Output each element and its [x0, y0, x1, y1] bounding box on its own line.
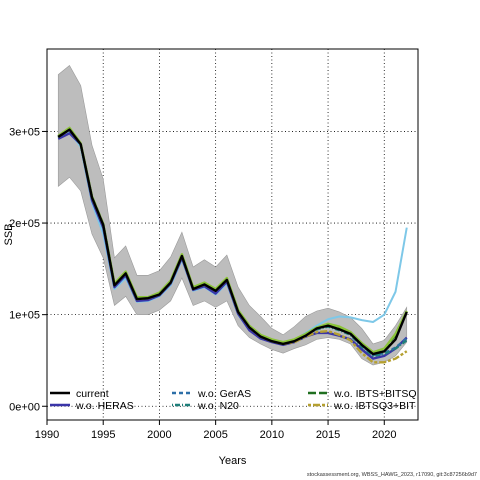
- x-tick-label: 2000: [147, 429, 171, 441]
- series-lines: [57, 126, 408, 364]
- legend-entry: w.o. HERAS: [75, 400, 134, 412]
- x-tick-label: 1990: [35, 429, 59, 441]
- confidence-band-area: [57, 65, 408, 366]
- axes: 1990 1995 2000 2005 2010 2015 2020 0e+00 1e+05 2e…: [9, 48, 419, 441]
- y-axis-label: SSB: [3, 223, 15, 245]
- x-tick-label: 1995: [91, 429, 115, 441]
- legend-entry: w.o. GerAS: [197, 388, 251, 400]
- legend-entry: w.o. IBTSQ3+BIT: [333, 400, 416, 412]
- footer-credit: stockassessment.org, WBSS_HAWG_2023, r17…: [307, 472, 477, 478]
- x-tick-label: 2015: [316, 429, 340, 441]
- y-tick-label: 1e+05: [9, 310, 40, 322]
- legend-entry: w.o. IBTS+BITSQ: [333, 388, 417, 400]
- plot-frame: [46, 48, 419, 421]
- y-tick-label: 0e+00: [9, 401, 40, 413]
- x-tick-label: 2010: [260, 429, 284, 441]
- confidence-band: [57, 65, 408, 366]
- series-line-current: [57, 128, 408, 356]
- x-tick-label: 2005: [203, 429, 227, 441]
- x-axis-label: Years: [219, 455, 247, 467]
- y-tick-label: 2e+05: [9, 218, 40, 230]
- legend-entry: current: [76, 388, 109, 400]
- legend-entry: w.o. N20: [197, 400, 239, 412]
- y-tick-label: 3e+05: [9, 126, 40, 138]
- x-tick-label: 2020: [372, 429, 396, 441]
